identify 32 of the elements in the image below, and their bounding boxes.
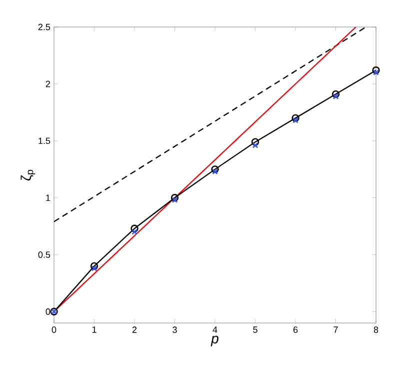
point bbox=[172, 197, 178, 204]
y-tick-label: 2 bbox=[46, 80, 50, 88]
point bbox=[170, 194, 179, 202]
y-tick-label: 1 bbox=[46, 194, 50, 201]
y-tick-label: 0 bbox=[46, 308, 50, 315]
x-tick-label: 6 bbox=[293, 326, 298, 333]
point bbox=[252, 142, 258, 148]
point bbox=[211, 165, 219, 174]
point bbox=[332, 93, 339, 100]
x-tick-label: 8 bbox=[374, 326, 378, 333]
y-axis-title: ζ$_{p}$ bbox=[20, 170, 36, 180]
y-tick-label: 2.5 bbox=[38, 24, 50, 30]
x-tick-label: 4 bbox=[212, 326, 218, 333]
point bbox=[91, 265, 98, 272]
x-tick-label: 3 bbox=[172, 326, 177, 333]
point bbox=[292, 117, 298, 124]
x-tick-label: 0 bbox=[52, 326, 56, 333]
point bbox=[332, 90, 340, 98]
point bbox=[132, 228, 138, 235]
x-tick-label: 5 bbox=[253, 326, 258, 333]
x-axis-title: p bbox=[210, 336, 218, 346]
point bbox=[251, 138, 260, 146]
point bbox=[212, 168, 218, 175]
x-tick-label: 2 bbox=[132, 326, 137, 333]
point bbox=[373, 70, 379, 76]
y-tick-label: 1.5 bbox=[38, 138, 50, 144]
point bbox=[292, 114, 300, 122]
x-tick-label: 1 bbox=[92, 326, 96, 333]
point bbox=[130, 224, 138, 232]
x-tick-label: 7 bbox=[334, 326, 338, 333]
point bbox=[90, 262, 98, 270]
y-tick-label: 0.5 bbox=[38, 252, 50, 258]
